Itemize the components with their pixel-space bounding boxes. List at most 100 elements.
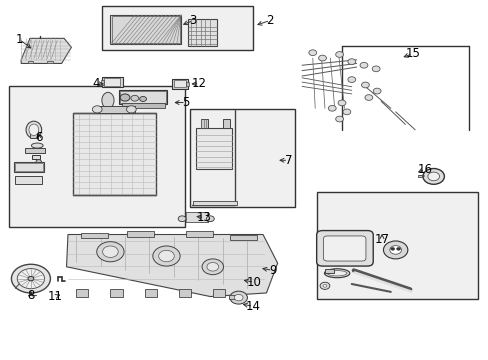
Circle shape — [17, 269, 44, 289]
Ellipse shape — [102, 92, 114, 108]
FancyBboxPatch shape — [323, 236, 365, 261]
Circle shape — [234, 294, 243, 301]
Text: 15: 15 — [405, 47, 419, 60]
Bar — [316, 192, 477, 299]
Bar — [14, 162, 43, 172]
Bar — [47, 60, 53, 63]
Bar — [110, 15, 181, 44]
Bar — [27, 60, 33, 63]
Bar — [9, 86, 184, 227]
Bar — [96, 106, 135, 113]
Bar — [127, 231, 154, 237]
Text: 7: 7 — [284, 154, 291, 167]
Bar — [102, 6, 253, 50]
Circle shape — [178, 216, 185, 222]
Circle shape — [320, 282, 329, 289]
Circle shape — [28, 276, 34, 281]
Ellipse shape — [324, 269, 349, 278]
Circle shape — [359, 62, 367, 68]
Circle shape — [229, 291, 247, 304]
Bar — [173, 80, 186, 87]
Bar — [172, 78, 187, 89]
Bar — [195, 128, 232, 169]
Bar — [144, 289, 157, 297]
Ellipse shape — [26, 121, 41, 138]
Circle shape — [131, 95, 139, 101]
Bar — [112, 16, 179, 43]
Circle shape — [335, 51, 343, 57]
Circle shape — [323, 284, 326, 287]
Circle shape — [335, 116, 343, 122]
Bar — [122, 103, 164, 108]
Circle shape — [347, 59, 355, 64]
Bar — [229, 235, 256, 240]
Text: 3: 3 — [189, 14, 197, 27]
FancyBboxPatch shape — [316, 230, 372, 266]
Circle shape — [371, 66, 379, 72]
Circle shape — [102, 246, 118, 257]
Circle shape — [92, 106, 102, 113]
Bar — [15, 176, 42, 184]
Circle shape — [427, 172, 439, 181]
Text: 13: 13 — [197, 211, 211, 224]
Bar — [185, 212, 207, 222]
Text: 16: 16 — [417, 163, 431, 176]
Text: 1: 1 — [16, 33, 23, 46]
Circle shape — [206, 262, 218, 271]
Circle shape — [158, 250, 174, 262]
Bar — [119, 90, 167, 104]
Circle shape — [120, 94, 130, 101]
Text: 9: 9 — [268, 264, 276, 277]
Circle shape — [308, 50, 316, 55]
Bar — [185, 231, 212, 237]
Bar — [73, 113, 156, 195]
Text: 10: 10 — [246, 276, 261, 289]
Circle shape — [364, 95, 372, 100]
Text: 4: 4 — [92, 77, 100, 90]
Circle shape — [97, 242, 124, 262]
Text: 14: 14 — [245, 300, 260, 313]
Circle shape — [347, 77, 355, 82]
Circle shape — [206, 216, 214, 222]
Text: 17: 17 — [374, 233, 389, 246]
Ellipse shape — [29, 124, 39, 135]
Circle shape — [126, 106, 136, 113]
Bar — [15, 163, 42, 171]
Text: 6: 6 — [35, 131, 42, 144]
Text: 5: 5 — [182, 96, 189, 109]
Bar — [417, 175, 421, 177]
Ellipse shape — [36, 159, 41, 166]
Circle shape — [422, 168, 444, 184]
Text: 2: 2 — [266, 14, 274, 27]
Bar — [212, 289, 224, 297]
Circle shape — [202, 259, 223, 275]
Circle shape — [342, 109, 350, 115]
Bar — [200, 119, 207, 128]
Circle shape — [140, 96, 146, 102]
Circle shape — [372, 88, 380, 94]
Circle shape — [11, 264, 50, 293]
Bar — [189, 109, 294, 207]
Polygon shape — [66, 234, 277, 297]
Text: 12: 12 — [192, 77, 207, 90]
Bar — [188, 19, 216, 46]
Bar — [101, 80, 103, 85]
Bar — [25, 148, 44, 153]
Text: 11: 11 — [48, 290, 62, 303]
Circle shape — [337, 100, 345, 106]
Polygon shape — [21, 39, 71, 63]
Bar — [81, 233, 108, 238]
Circle shape — [396, 247, 400, 250]
Bar — [32, 155, 40, 159]
Bar — [102, 77, 122, 87]
Circle shape — [153, 246, 180, 266]
Bar — [110, 289, 122, 297]
Bar — [325, 269, 333, 273]
Bar — [30, 131, 38, 138]
Bar — [186, 82, 189, 86]
Circle shape — [389, 246, 401, 254]
Bar — [104, 78, 120, 86]
Bar — [120, 91, 165, 103]
Bar — [76, 289, 88, 297]
Text: 8: 8 — [27, 289, 35, 302]
